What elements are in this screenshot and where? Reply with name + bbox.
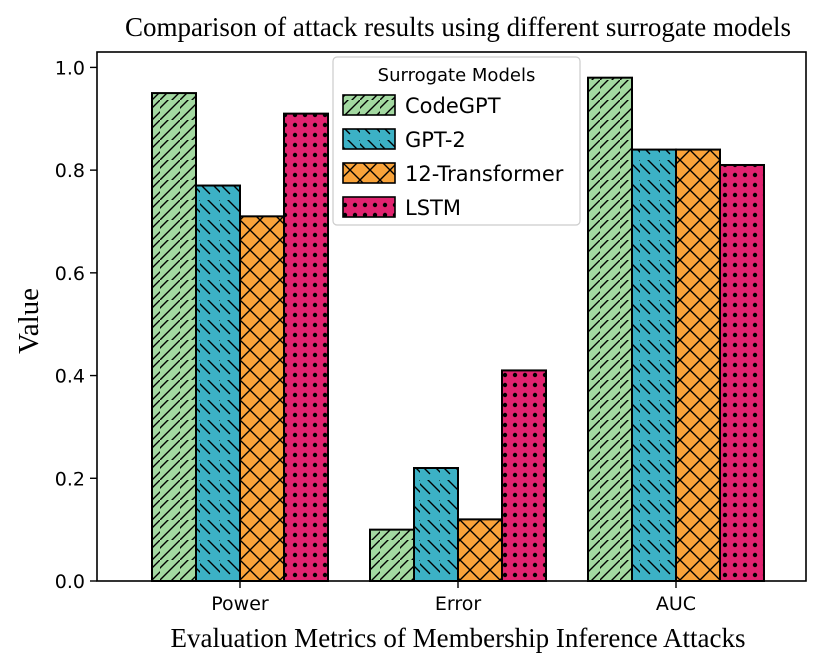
legend-title: Surrogate Models xyxy=(378,65,536,86)
legend-swatch xyxy=(342,128,396,150)
legend-swatch xyxy=(342,94,396,116)
bar-12-transformer-error xyxy=(457,518,503,583)
x-axis-label: Evaluation Metrics of Membership Inferen… xyxy=(170,623,745,653)
y-tick-label: 0.4 xyxy=(55,366,85,388)
y-tick-label: 0.2 xyxy=(55,468,85,490)
chart-title: Comparison of attack results using diffe… xyxy=(125,12,791,42)
legend-swatch xyxy=(342,196,396,218)
legend-label: CodeGPT xyxy=(405,94,501,118)
bar-gpt-2-power xyxy=(195,184,241,583)
bar-12-transformer-power xyxy=(239,215,285,582)
bars-group xyxy=(151,76,765,583)
legend-label: LSTM xyxy=(405,196,461,220)
legend-swatch xyxy=(342,162,396,184)
legend-label: GPT-2 xyxy=(405,128,466,152)
y-tick-label: 0.6 xyxy=(55,263,85,285)
y-tick-label: 1.0 xyxy=(55,57,85,79)
bar-12-transformer-auc xyxy=(675,148,721,582)
bar-gpt-2-error xyxy=(413,467,459,582)
plot-frame xyxy=(96,51,807,582)
x-tick-label: Power xyxy=(211,593,269,615)
x-tick-label: Error xyxy=(435,593,482,615)
bar-lstm-auc xyxy=(719,163,765,582)
legend: Surrogate Models CodeGPT GPT-2 12-Transform… xyxy=(332,56,581,226)
bar-codegpt-error xyxy=(369,528,415,582)
bar-lstm-power xyxy=(283,112,329,582)
bar-codegpt-power xyxy=(151,92,197,583)
y-tick-label: 0.8 xyxy=(55,160,85,182)
y-tick-label: 0.0 xyxy=(55,571,85,593)
y-axis-label: Value xyxy=(13,288,45,354)
bar-gpt-2-auc xyxy=(631,148,677,582)
axes-group: 0.0 0.2 0.4 0.6 0.8 1.0 Power Error AUC xyxy=(55,51,807,615)
x-tick-label: AUC xyxy=(656,593,696,615)
bar-codegpt-auc xyxy=(587,76,633,582)
legend-label: 12-Transformer xyxy=(405,162,564,186)
bar-lstm-error xyxy=(501,369,547,582)
